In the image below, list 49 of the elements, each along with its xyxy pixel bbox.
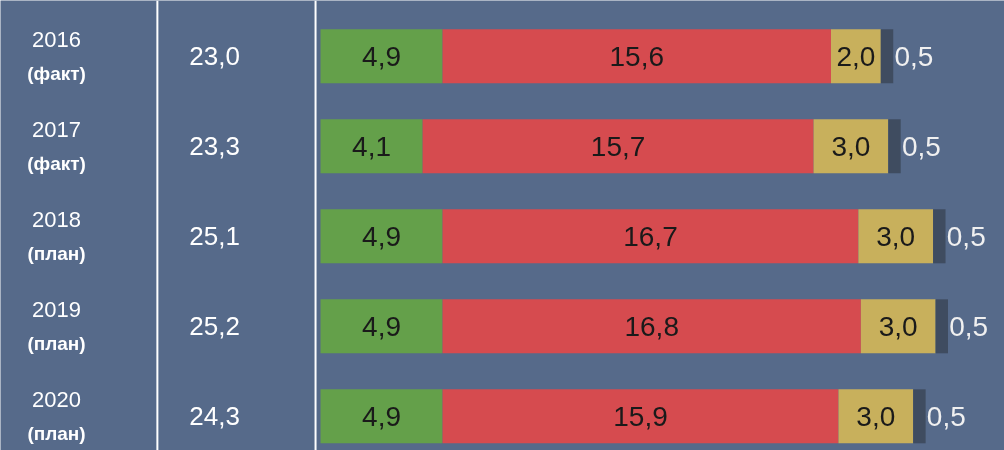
data-label: 4,9 — [362, 40, 402, 72]
bar — [858, 209, 934, 264]
data-label: 3,0 — [876, 220, 916, 252]
data-label: 4,9 — [362, 400, 402, 432]
data-label: 15,6 — [609, 40, 665, 72]
bar — [933, 209, 946, 264]
data-label: 3,0 — [856, 400, 896, 432]
bar — [442, 29, 831, 84]
data-label: 16,8 — [624, 310, 679, 342]
data-label: 15,9 — [613, 400, 668, 432]
bar — [813, 119, 889, 174]
bar — [320, 209, 443, 264]
bar — [442, 299, 861, 354]
data-label: 0,5 — [926, 400, 966, 432]
data-label: 0,5 — [946, 220, 986, 252]
data-label: 4,9 — [362, 220, 402, 252]
bar — [442, 209, 859, 264]
total-label: 23,3 — [189, 131, 240, 162]
data-label: 3,0 — [878, 310, 918, 342]
y-tick-label: 2018 (план) — [27, 206, 86, 264]
total-label: 25,2 — [189, 311, 240, 342]
data-label: 15,7 — [590, 130, 646, 162]
bar — [320, 119, 423, 174]
bar — [860, 299, 936, 354]
data-label: 4,9 — [362, 310, 402, 342]
data-label: 0,5 — [901, 130, 941, 162]
data-label: 0,5 — [894, 40, 934, 72]
y-tick-label: 2019 (план) — [27, 296, 86, 354]
total-label: 24,3 — [189, 401, 240, 432]
total-label: 23,0 — [189, 41, 240, 72]
bar — [913, 389, 926, 444]
bar — [320, 29, 443, 84]
bar — [880, 29, 894, 84]
bar — [320, 299, 443, 354]
data-label: 3,0 — [831, 130, 871, 162]
y-tick-label: 2020 (план) — [27, 386, 86, 444]
y-tick-label: 2016 (факт) — [27, 26, 86, 84]
bar — [935, 299, 949, 354]
data-label: 16,7 — [623, 220, 678, 252]
data-label: 4,1 — [352, 130, 392, 162]
y-tick-label: 2017 (факт) — [27, 116, 86, 174]
bar — [838, 389, 914, 444]
data-label: 2,0 — [836, 40, 876, 72]
total-label: 25,1 — [189, 221, 240, 252]
bar — [422, 119, 814, 174]
bar — [320, 389, 443, 444]
bar — [442, 389, 839, 444]
data-label: 0,5 — [949, 310, 989, 342]
bar — [888, 119, 901, 174]
